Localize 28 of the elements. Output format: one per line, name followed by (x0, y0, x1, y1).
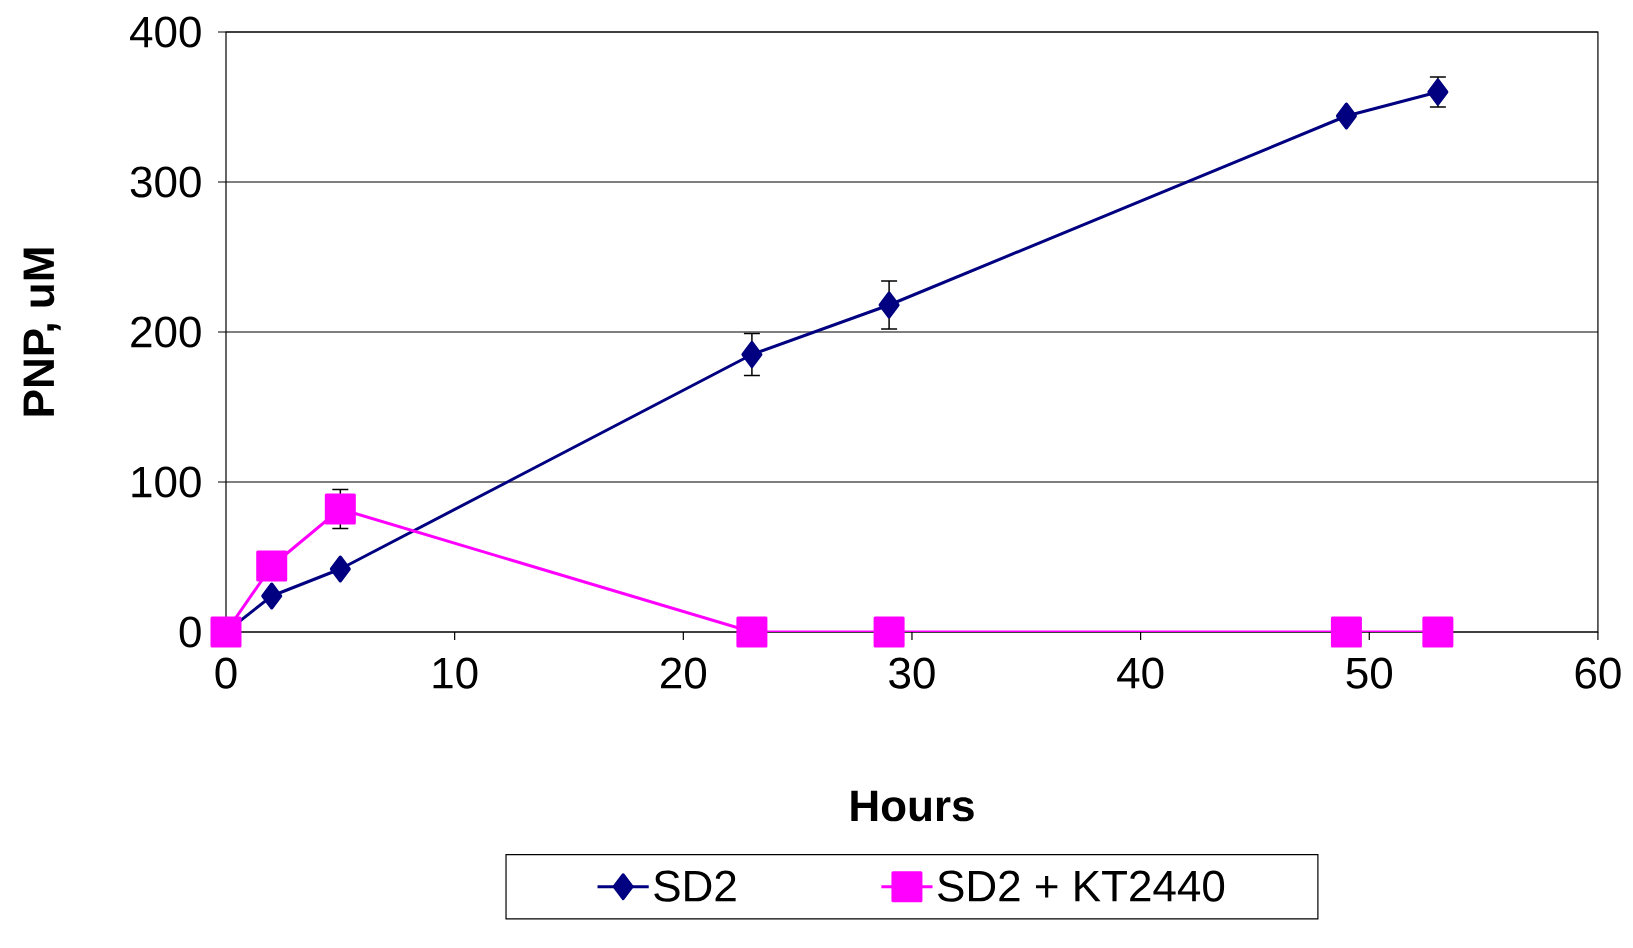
y-tick-label: 400 (130, 16, 201, 48)
point (873, 616, 905, 648)
x-tick-label: 30 (889, 657, 935, 689)
x-tick-label: 60 (1575, 657, 1621, 689)
point (210, 616, 242, 648)
y-tick-label: 300 (130, 166, 201, 198)
point (736, 616, 768, 648)
x-tick-label: 10 (433, 657, 478, 689)
point (1335, 102, 1357, 130)
point (878, 291, 900, 319)
x-tick-label: 40 (1117, 657, 1164, 689)
x-tick-label: 20 (661, 657, 707, 689)
legend-label: SD2 + KT2440 (938, 870, 1225, 902)
y-axis-title: PNP, uM (23, 248, 61, 416)
point (1422, 616, 1454, 648)
x-axis-title: Hours (851, 790, 974, 822)
x-tick-label: 0 (215, 657, 237, 689)
point (256, 550, 288, 582)
point (329, 555, 351, 583)
y-tick-label: 0 (179, 616, 201, 648)
point (1330, 616, 1362, 648)
point (261, 582, 283, 610)
point (324, 493, 356, 525)
y-tick-label: 200 (131, 316, 201, 348)
y-tick-label: 100 (132, 466, 201, 498)
point (741, 341, 763, 368)
legend-label: SD2 (654, 870, 736, 902)
x-tick-label: 50 (1346, 657, 1393, 689)
